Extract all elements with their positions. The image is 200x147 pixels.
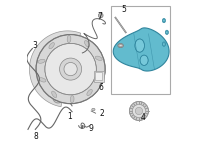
Ellipse shape bbox=[49, 43, 54, 49]
Circle shape bbox=[132, 104, 146, 118]
Ellipse shape bbox=[119, 44, 122, 47]
Ellipse shape bbox=[162, 42, 166, 46]
Ellipse shape bbox=[67, 35, 71, 43]
Bar bbox=[111, 6, 170, 94]
Polygon shape bbox=[113, 28, 169, 71]
Ellipse shape bbox=[87, 89, 92, 96]
Ellipse shape bbox=[39, 78, 46, 82]
Ellipse shape bbox=[38, 59, 45, 63]
Ellipse shape bbox=[162, 18, 166, 23]
Ellipse shape bbox=[118, 44, 123, 48]
Ellipse shape bbox=[135, 39, 144, 52]
Ellipse shape bbox=[163, 43, 165, 45]
Ellipse shape bbox=[140, 55, 148, 65]
Ellipse shape bbox=[95, 56, 102, 60]
Text: 9: 9 bbox=[88, 124, 93, 133]
Ellipse shape bbox=[163, 19, 165, 22]
Polygon shape bbox=[29, 31, 81, 107]
Ellipse shape bbox=[92, 108, 95, 111]
Text: 5: 5 bbox=[122, 5, 127, 14]
Ellipse shape bbox=[96, 75, 103, 79]
Ellipse shape bbox=[166, 31, 168, 34]
Circle shape bbox=[36, 35, 105, 104]
Text: 4: 4 bbox=[140, 113, 145, 122]
Circle shape bbox=[60, 58, 82, 80]
Ellipse shape bbox=[165, 30, 169, 35]
Text: 3: 3 bbox=[32, 41, 37, 50]
Text: 6: 6 bbox=[98, 83, 103, 92]
Circle shape bbox=[129, 101, 149, 121]
Text: 8: 8 bbox=[34, 132, 38, 141]
Text: 2: 2 bbox=[100, 109, 105, 118]
Circle shape bbox=[45, 43, 96, 95]
Circle shape bbox=[98, 13, 103, 18]
Text: 7: 7 bbox=[98, 12, 102, 21]
Ellipse shape bbox=[70, 96, 74, 103]
Text: 1: 1 bbox=[67, 112, 72, 121]
Circle shape bbox=[64, 62, 77, 76]
Bar bbox=[95, 72, 102, 80]
Bar bbox=[94, 71, 104, 82]
Circle shape bbox=[135, 107, 143, 115]
Ellipse shape bbox=[52, 91, 57, 98]
Ellipse shape bbox=[84, 41, 90, 47]
